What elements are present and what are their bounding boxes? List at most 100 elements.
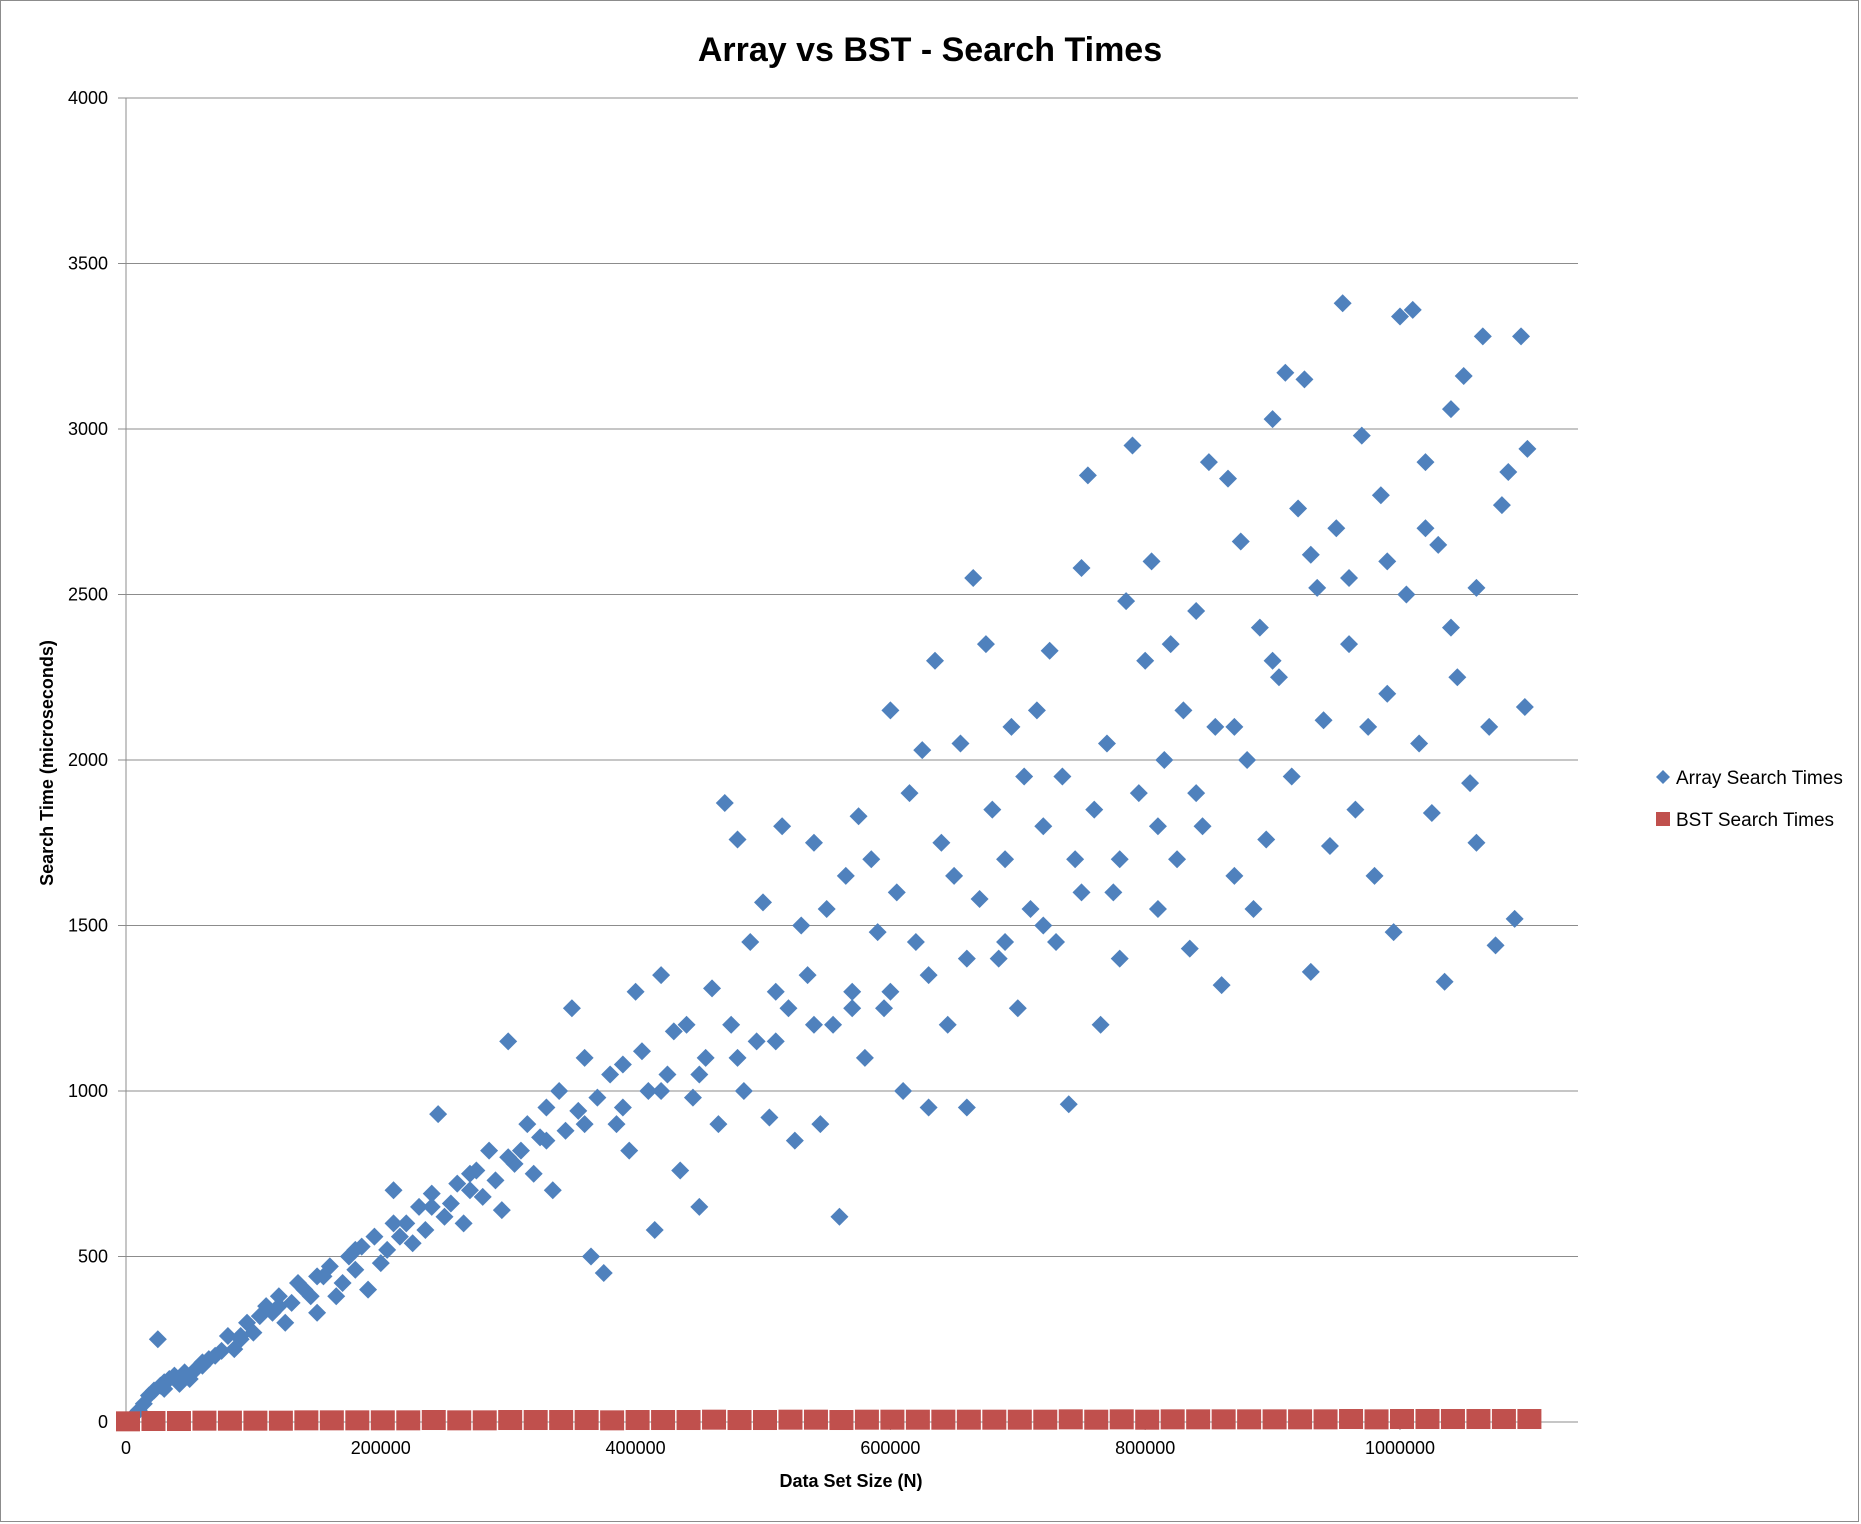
array-search-point xyxy=(1359,717,1378,736)
array-search-point xyxy=(868,923,887,942)
array-search-point xyxy=(1015,767,1034,786)
array-search-point xyxy=(518,1115,537,1134)
array-search-point xyxy=(1263,651,1282,670)
array-search-point xyxy=(492,1201,511,1220)
array-search-point xyxy=(1441,400,1460,419)
array-search-point xyxy=(454,1214,473,1233)
array-search-point xyxy=(473,1187,492,1206)
array-search-point xyxy=(1059,1095,1078,1114)
bst-search-point xyxy=(166,1411,191,1432)
bst-search-point xyxy=(905,1409,930,1430)
bst-search-point xyxy=(1109,1409,1134,1430)
bst-search-point xyxy=(727,1410,752,1431)
bst-search-point xyxy=(345,1410,370,1431)
array-search-point xyxy=(1276,363,1295,382)
array-search-point xyxy=(1250,618,1269,637)
bst-search-point xyxy=(1135,1409,1160,1430)
array-search-point xyxy=(1499,463,1518,482)
array-search-point xyxy=(957,949,976,968)
array-search-point xyxy=(448,1174,467,1193)
bst-search-point xyxy=(982,1409,1007,1430)
bst-search-point xyxy=(1262,1409,1287,1430)
bst-search-point xyxy=(676,1410,701,1431)
y-tick-label: 0 xyxy=(98,1412,108,1432)
array-search-point xyxy=(715,794,734,813)
array-search-point xyxy=(1448,668,1467,687)
y-tick-label: 1500 xyxy=(68,916,108,936)
array-search-point xyxy=(320,1257,339,1276)
array-search-point xyxy=(1034,817,1053,836)
array-search-point xyxy=(327,1287,346,1306)
bst-search-point xyxy=(1058,1409,1083,1430)
array-search-point xyxy=(1340,568,1359,587)
array-search-point xyxy=(378,1240,397,1259)
array-search-point xyxy=(1308,578,1327,597)
array-search-point xyxy=(696,1048,715,1067)
array-search-point xyxy=(1422,803,1441,822)
array-search-point xyxy=(709,1115,728,1134)
array-search-point xyxy=(632,1042,651,1061)
array-search-point xyxy=(760,1108,779,1127)
bst-search-point xyxy=(1364,1409,1389,1430)
array-search-point xyxy=(1225,717,1244,736)
array-search-point xyxy=(486,1171,505,1190)
array-search-point xyxy=(371,1254,390,1273)
legend-label-array: Array Search Times xyxy=(1676,768,1843,789)
bst-search-point xyxy=(1160,1409,1185,1430)
bst-search-point xyxy=(116,1411,140,1432)
array-search-point xyxy=(543,1181,562,1200)
bst-search-point xyxy=(523,1410,548,1431)
array-search-point xyxy=(830,1207,849,1226)
bst-search-point xyxy=(625,1410,650,1431)
array-search-point xyxy=(1085,800,1104,819)
array-search-point xyxy=(1180,939,1199,958)
y-tick-label: 3000 xyxy=(68,419,108,439)
x-tick-label: 0 xyxy=(121,1438,131,1458)
bst-search-point xyxy=(931,1409,956,1430)
array-search-point xyxy=(1078,466,1097,485)
array-search-point xyxy=(1053,767,1072,786)
array-search-point xyxy=(269,1287,288,1306)
array-search-point xyxy=(906,933,925,952)
array-search-point xyxy=(1467,833,1486,852)
array-search-point xyxy=(664,1022,683,1041)
x-axis-label: Data Set Size (N) xyxy=(779,1471,922,1491)
bst-search-point xyxy=(268,1410,293,1431)
array-search-point xyxy=(734,1082,753,1100)
array-search-point xyxy=(1512,327,1531,346)
array-search-point xyxy=(601,1065,620,1084)
bst-search-point xyxy=(1339,1409,1364,1430)
array-search-point xyxy=(620,1141,639,1160)
array-search-point xyxy=(1066,850,1085,869)
array-search-point xyxy=(1352,426,1371,445)
array-search-point xyxy=(836,866,855,885)
legend-marker-bst xyxy=(1656,812,1670,826)
y-tick-label: 500 xyxy=(78,1247,108,1267)
bst-search-point xyxy=(217,1410,242,1431)
array-search-point xyxy=(1340,635,1359,654)
array-search-point xyxy=(346,1240,365,1259)
array-search-point xyxy=(1231,532,1250,551)
bst-search-point xyxy=(294,1410,319,1431)
array-search-point xyxy=(301,1287,320,1306)
array-search-point xyxy=(925,651,944,670)
array-search-point xyxy=(983,800,1002,819)
array-search-point xyxy=(575,1115,594,1134)
array-search-point xyxy=(1492,496,1511,515)
array-search-point xyxy=(550,1082,569,1100)
array-search-point xyxy=(792,916,811,935)
array-search-point xyxy=(1480,717,1499,736)
array-search-point xyxy=(1295,370,1314,389)
bst-search-point xyxy=(1237,1409,1262,1430)
y-tick-label: 2500 xyxy=(68,585,108,605)
array-search-point xyxy=(811,1115,830,1134)
array-search-point xyxy=(1117,592,1136,611)
array-search-point xyxy=(652,966,671,985)
array-search-point xyxy=(524,1164,543,1183)
legend-marker-array xyxy=(1656,770,1670,784)
array-search-point xyxy=(1486,936,1505,955)
array-search-point xyxy=(894,1082,913,1100)
array-search-point xyxy=(1391,307,1409,326)
array-search-point xyxy=(862,850,881,869)
array-search-point xyxy=(1225,866,1244,885)
